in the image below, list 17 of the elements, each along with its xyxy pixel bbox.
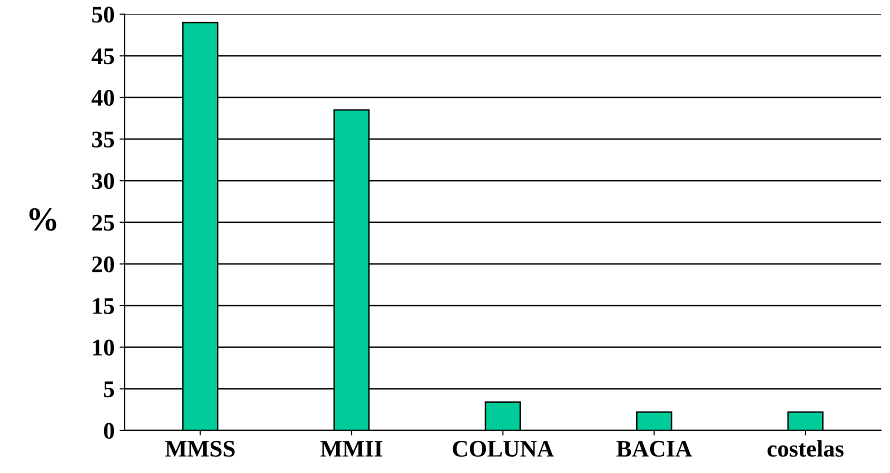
y-tick-label: 50 [92,6,114,23]
x-tick-label: COLUNA [452,440,554,457]
y-tick-label: 10 [93,340,114,356]
y-axis-title: % [29,208,56,231]
x-tick-label: costelas [768,440,844,457]
y-tick-label: 35 [92,132,114,148]
y-tick-label: 40 [92,90,114,106]
y-tick-label: 0 [104,422,114,439]
y-tick-label: 5 [104,382,114,398]
y-tick-label: 20 [92,256,114,272]
x-tick-label: MMSS [165,440,235,457]
y-tick-label: 45 [92,48,114,64]
x-tick-label: BACIA [616,440,692,457]
y-tick-label: 30 [92,173,114,190]
y-tick-label: 15 [93,298,114,314]
x-tick-label: MMII [320,441,382,457]
y-tick-label: 25 [92,214,114,231]
